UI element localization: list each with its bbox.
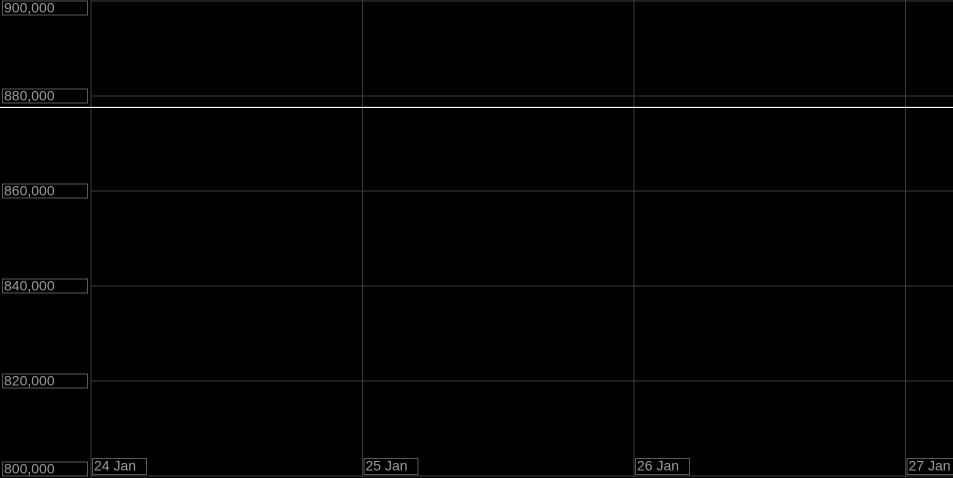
x-label-box <box>906 458 953 475</box>
y-tick-label: 860,000 <box>4 183 55 199</box>
y-tick-label: 820,000 <box>4 373 55 389</box>
x-label-box <box>635 458 690 475</box>
y-tick-label: 840,000 <box>4 278 55 294</box>
y-label-box <box>2 183 88 199</box>
y-tick-label: 880,000 <box>4 88 55 104</box>
x-tick-label: 27 Jan <box>909 458 951 474</box>
x-tick-label: 26 Jan <box>637 458 679 474</box>
y-label-box <box>2 88 88 104</box>
x-label-box <box>363 458 419 475</box>
y-label-box <box>2 373 88 389</box>
y-label-box <box>2 0 88 16</box>
y-tick-label: 900,000 <box>4 0 55 16</box>
y-tick-label: 800,000 <box>4 461 55 477</box>
x-label-box <box>92 458 147 475</box>
x-tick-label: 25 Jan <box>366 458 408 474</box>
y-label-box <box>2 278 88 294</box>
x-tick-label: 24 Jan <box>94 458 136 474</box>
y-label-box <box>2 461 88 477</box>
